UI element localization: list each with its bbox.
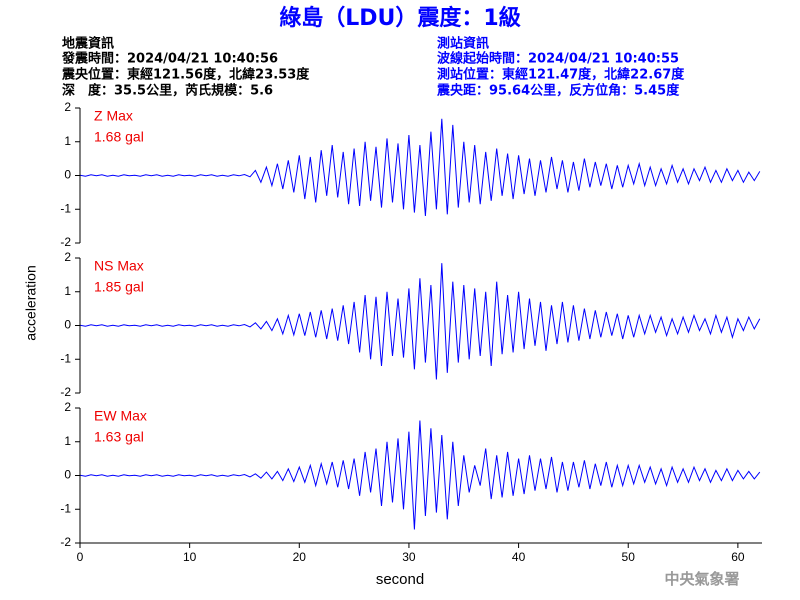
waveform [79, 263, 761, 380]
waveform [79, 118, 761, 217]
y-tick-label: -2 [60, 535, 71, 549]
y-tick-label: 1 [64, 284, 71, 298]
waveform [79, 420, 761, 530]
title: 綠島（LDU）震度：1級 [279, 5, 520, 31]
y-tick-label: 0 [64, 318, 71, 332]
y-tick-label: 0 [64, 168, 71, 182]
y-tick-label: -1 [60, 351, 71, 365]
earthquake-info-line: 深 度：35.5公里，芮氏規模：5.6 [62, 83, 273, 99]
y-tick-label: -1 [60, 201, 71, 215]
y-tick-label: -1 [60, 501, 71, 515]
y-tick-label: 2 [64, 250, 71, 264]
y-tick-label: 1 [64, 134, 71, 148]
x-tick-label: 10 [183, 550, 197, 564]
max-label: 1.85 gal [94, 279, 144, 295]
y-tick-label: 1 [64, 434, 71, 448]
max-label: 1.63 gal [94, 429, 144, 445]
earthquake-info-heading: 地震資訊 [62, 36, 114, 52]
x-tick-label: 30 [402, 550, 416, 564]
footer: 中央氣象署 [664, 570, 739, 588]
station-info-line: 測站位置：東經121.47度，北緯22.67度 [437, 67, 685, 83]
station-info-line: 波線起始時間：2024/04/21 10:40:55 [437, 51, 679, 67]
x-tick-label: 50 [622, 550, 636, 564]
component-label: NS Max [94, 258, 144, 274]
earthquake-info-line: 震央位置：東經121.56度，北緯23.53度 [61, 67, 310, 83]
station-info-heading: 測站資訊 [437, 36, 489, 52]
component-label: EW Max [94, 408, 147, 424]
earthquake-info-line: 發震時間：2024/04/21 10:40:56 [61, 51, 278, 67]
max-label: 1.68 gal [94, 129, 144, 145]
y-tick-label: 2 [64, 400, 71, 414]
y-tick-label: 2 [64, 100, 71, 114]
y-tick-label: -2 [60, 385, 71, 399]
y-tick-label: 0 [64, 468, 71, 482]
x-tick-label: 20 [293, 550, 307, 564]
station-info-line: 震央距：95.64公里，反方位角：5.45度 [436, 83, 680, 99]
y-tick-label: -2 [60, 235, 71, 249]
component-label: Z Max [94, 108, 133, 124]
x-tick-label: 40 [512, 550, 526, 564]
x-axis-label: second [376, 571, 424, 588]
y-axis-label: acceleration [23, 265, 39, 341]
x-tick-label: 60 [731, 550, 745, 564]
x-tick-label: 0 [77, 550, 84, 564]
